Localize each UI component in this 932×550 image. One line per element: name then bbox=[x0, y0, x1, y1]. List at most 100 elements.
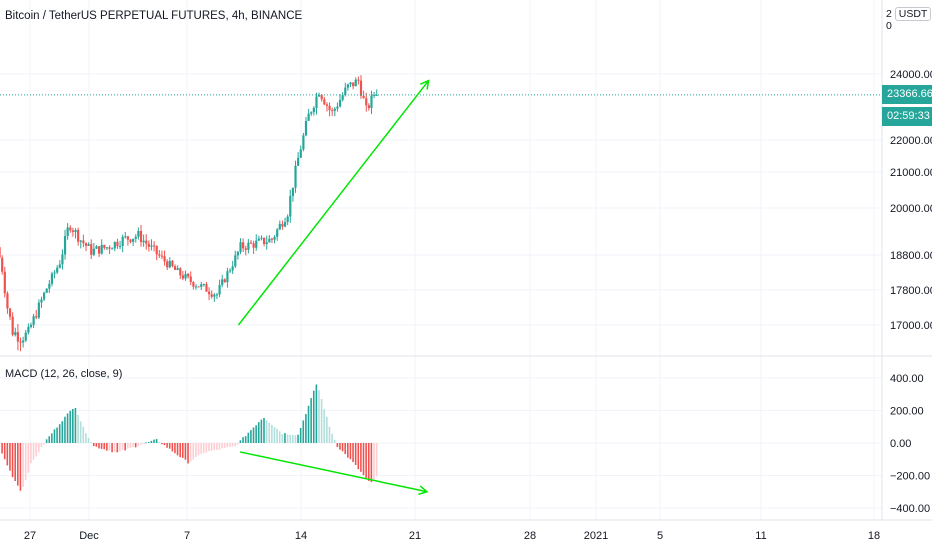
macd-bar bbox=[367, 443, 370, 481]
macd-bar bbox=[294, 435, 297, 443]
macd-bar bbox=[320, 399, 323, 443]
macd-bar bbox=[357, 443, 360, 470]
candles bbox=[0, 75, 378, 352]
macd-bar bbox=[375, 443, 378, 477]
time-tick-label: 11 bbox=[755, 530, 766, 542]
macd-bar bbox=[318, 390, 320, 443]
macd-bar bbox=[145, 442, 147, 444]
macd-bar bbox=[14, 443, 16, 482]
macd-bar bbox=[153, 439, 155, 443]
macd-bar bbox=[9, 443, 11, 471]
candle-body bbox=[129, 239, 132, 242]
macd-bar bbox=[341, 443, 344, 452]
candle-body bbox=[100, 244, 103, 254]
macd-bar bbox=[223, 443, 226, 448]
macd-bar bbox=[292, 434, 294, 443]
macd-bar bbox=[40, 443, 43, 447]
candle-body bbox=[173, 266, 177, 270]
candle-body bbox=[281, 223, 284, 227]
macd-label: MACD (12, 26, close, 9) bbox=[5, 368, 122, 380]
macd-bar bbox=[242, 437, 244, 443]
candle-body bbox=[126, 236, 130, 240]
candle-body bbox=[113, 241, 116, 249]
macd-bar bbox=[174, 443, 176, 454]
currency-badge[interactable]: USDT bbox=[894, 7, 932, 21]
macd-bar bbox=[106, 443, 108, 451]
candle-body bbox=[69, 227, 72, 231]
macd-bar bbox=[336, 443, 339, 448]
candle-body bbox=[317, 95, 321, 97]
macd-bar bbox=[108, 443, 111, 451]
candle-body bbox=[278, 223, 281, 230]
macd-bar bbox=[119, 443, 121, 452]
macd-tick-label: 200.00 bbox=[890, 406, 924, 418]
macd-bar bbox=[142, 443, 145, 444]
macd-bar bbox=[168, 443, 171, 449]
macd-bar bbox=[257, 422, 260, 443]
candle-body bbox=[22, 340, 25, 343]
candle-body bbox=[124, 236, 127, 238]
macd-bar bbox=[17, 443, 19, 486]
candle-body bbox=[158, 254, 161, 256]
macd-bar bbox=[278, 431, 281, 443]
macd-bar bbox=[11, 443, 14, 478]
candle-body bbox=[82, 240, 85, 244]
macd-bar bbox=[176, 443, 179, 456]
candle-body bbox=[228, 270, 232, 272]
macd-bar bbox=[187, 443, 189, 464]
candle-body bbox=[77, 230, 80, 242]
macd-bar bbox=[315, 384, 318, 443]
macd-bar bbox=[100, 443, 103, 449]
candle-body bbox=[268, 238, 271, 243]
candle-body bbox=[16, 332, 20, 342]
candle-body bbox=[312, 107, 315, 113]
macd-bar bbox=[195, 443, 197, 457]
macd-bar bbox=[349, 443, 352, 460]
currency-selector[interactable]: 2 USDT 0 bbox=[886, 7, 932, 32]
price-trendline bbox=[237, 80, 430, 326]
candle-body bbox=[3, 271, 6, 294]
overlays bbox=[0, 79, 882, 496]
candle-body bbox=[352, 82, 355, 87]
candle-body bbox=[210, 294, 213, 297]
candle-body bbox=[244, 248, 247, 250]
macd-bar bbox=[127, 443, 129, 449]
macd-bar bbox=[273, 426, 276, 443]
macd-bar bbox=[98, 443, 100, 449]
macd-bar bbox=[339, 443, 341, 450]
time-tick-label: 7 bbox=[184, 530, 190, 542]
candle-body bbox=[160, 255, 164, 257]
macd-bar bbox=[1, 443, 3, 454]
candle-body bbox=[14, 332, 17, 335]
macd-bar bbox=[43, 443, 45, 445]
candle-body bbox=[152, 245, 156, 247]
price-trendline-arrowhead bbox=[420, 79, 430, 90]
candle-body bbox=[142, 240, 145, 243]
candle-body bbox=[50, 273, 54, 284]
candle-body bbox=[357, 79, 360, 81]
macd-bar bbox=[184, 443, 187, 460]
last-price-tag: 23366.66 bbox=[882, 85, 932, 104]
candle-body bbox=[29, 324, 33, 327]
candle-body bbox=[265, 242, 268, 245]
candle-body bbox=[189, 276, 192, 283]
candle-body bbox=[354, 79, 357, 87]
macd-bar bbox=[171, 443, 174, 452]
macd-tick-label: −400.00 bbox=[890, 503, 930, 515]
macd-bar bbox=[79, 421, 82, 443]
candle-body bbox=[365, 98, 368, 106]
candle-body bbox=[105, 247, 109, 249]
candle-body bbox=[61, 254, 64, 265]
macd-bar bbox=[19, 443, 22, 491]
macd-bar bbox=[312, 390, 315, 443]
macd-bar bbox=[244, 436, 247, 443]
macd-bar bbox=[271, 424, 273, 443]
countdown-tag: 02:59:33 bbox=[882, 107, 932, 126]
candle-body bbox=[299, 149, 302, 158]
macd-bar bbox=[310, 398, 312, 443]
candle-body bbox=[289, 196, 292, 217]
candle-body bbox=[215, 294, 219, 296]
macd-bar bbox=[216, 443, 218, 450]
symbol-title: Bitcoin / TetherUS PERPETUAL FUTURES, 4h… bbox=[5, 10, 303, 22]
